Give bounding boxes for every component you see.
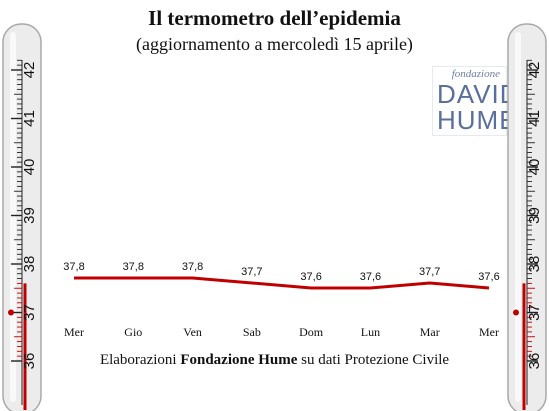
thermometer-label-39: 39 — [21, 207, 38, 224]
category-label: Mer — [64, 325, 84, 339]
thermometer-label-37: 37 — [21, 304, 38, 321]
thermometer-label-40: 40 — [21, 159, 38, 176]
thermometer-left: 42 41 40 39 38 37 36 — [2, 23, 42, 411]
thermometer-label-40: 40 — [526, 159, 543, 176]
thermometer-highlight — [515, 32, 521, 402]
logo-line-1: fondazione — [451, 68, 500, 80]
category-label: Ven — [183, 325, 202, 339]
thermometer-label-36: 36 — [21, 353, 38, 370]
data-label: 37,6 — [300, 271, 321, 283]
credit-suffix: su dati Protezione Civile — [297, 352, 450, 368]
temperature-series: 37,8 37,8 37,8 37,7 37,6 37,6 37,7 37,6 Mer Gio Ve… — [63, 261, 499, 339]
thermometer-label-36: 36 — [526, 353, 543, 370]
thermometer-label-42: 42 — [21, 62, 38, 79]
thermometer-label-41: 41 — [526, 110, 543, 127]
series-line — [74, 276, 490, 290]
data-label: 37,7 — [241, 266, 262, 278]
chart-title: Il termometro dell’epidemia — [148, 6, 401, 30]
thermometer-label-37: 37 — [526, 304, 543, 321]
thermometer-label-38: 38 — [21, 256, 38, 273]
category-label: Dom — [299, 325, 324, 339]
data-label: 37,8 — [123, 261, 144, 273]
category-label: Sab — [243, 325, 261, 339]
data-label: 37,6 — [478, 271, 499, 283]
data-credit: Elaborazioni Fondazione Hume su dati Pro… — [0, 352, 549, 369]
logo-line-2: DAVID — [437, 79, 520, 109]
credit-bold: Fondazione Hume — [180, 352, 298, 368]
fondazione-hume-logo: fondazione DAVID HUME — [432, 66, 520, 136]
category-label: Gio — [124, 325, 142, 339]
data-label: 37,8 — [182, 261, 203, 273]
thermometer-marker-dot — [8, 309, 14, 316]
thermometer-label-42: 42 — [526, 62, 543, 79]
category-label: Mar — [420, 325, 440, 339]
logo-line-3: HUME — [437, 105, 518, 135]
thermometer-label-41: 41 — [21, 110, 38, 127]
thermometer-label-38: 38 — [526, 256, 543, 273]
thermometer-marker-dot — [513, 309, 519, 316]
chart-subtitle: (aggiornamento a mercoledì 15 aprile) — [136, 34, 413, 54]
credit-prefix: Elaborazioni — [99, 352, 181, 368]
thermometer-right: 42 41 40 39 38 37 36 — [507, 23, 547, 411]
data-label: 37,7 — [419, 266, 440, 278]
data-label: 37,6 — [360, 271, 381, 283]
thermometer-label-39: 39 — [526, 207, 543, 224]
category-label: Mer — [479, 325, 499, 339]
data-label: 37,8 — [63, 261, 84, 273]
category-label: Lun — [361, 325, 380, 339]
thermometer-highlight — [10, 32, 16, 402]
